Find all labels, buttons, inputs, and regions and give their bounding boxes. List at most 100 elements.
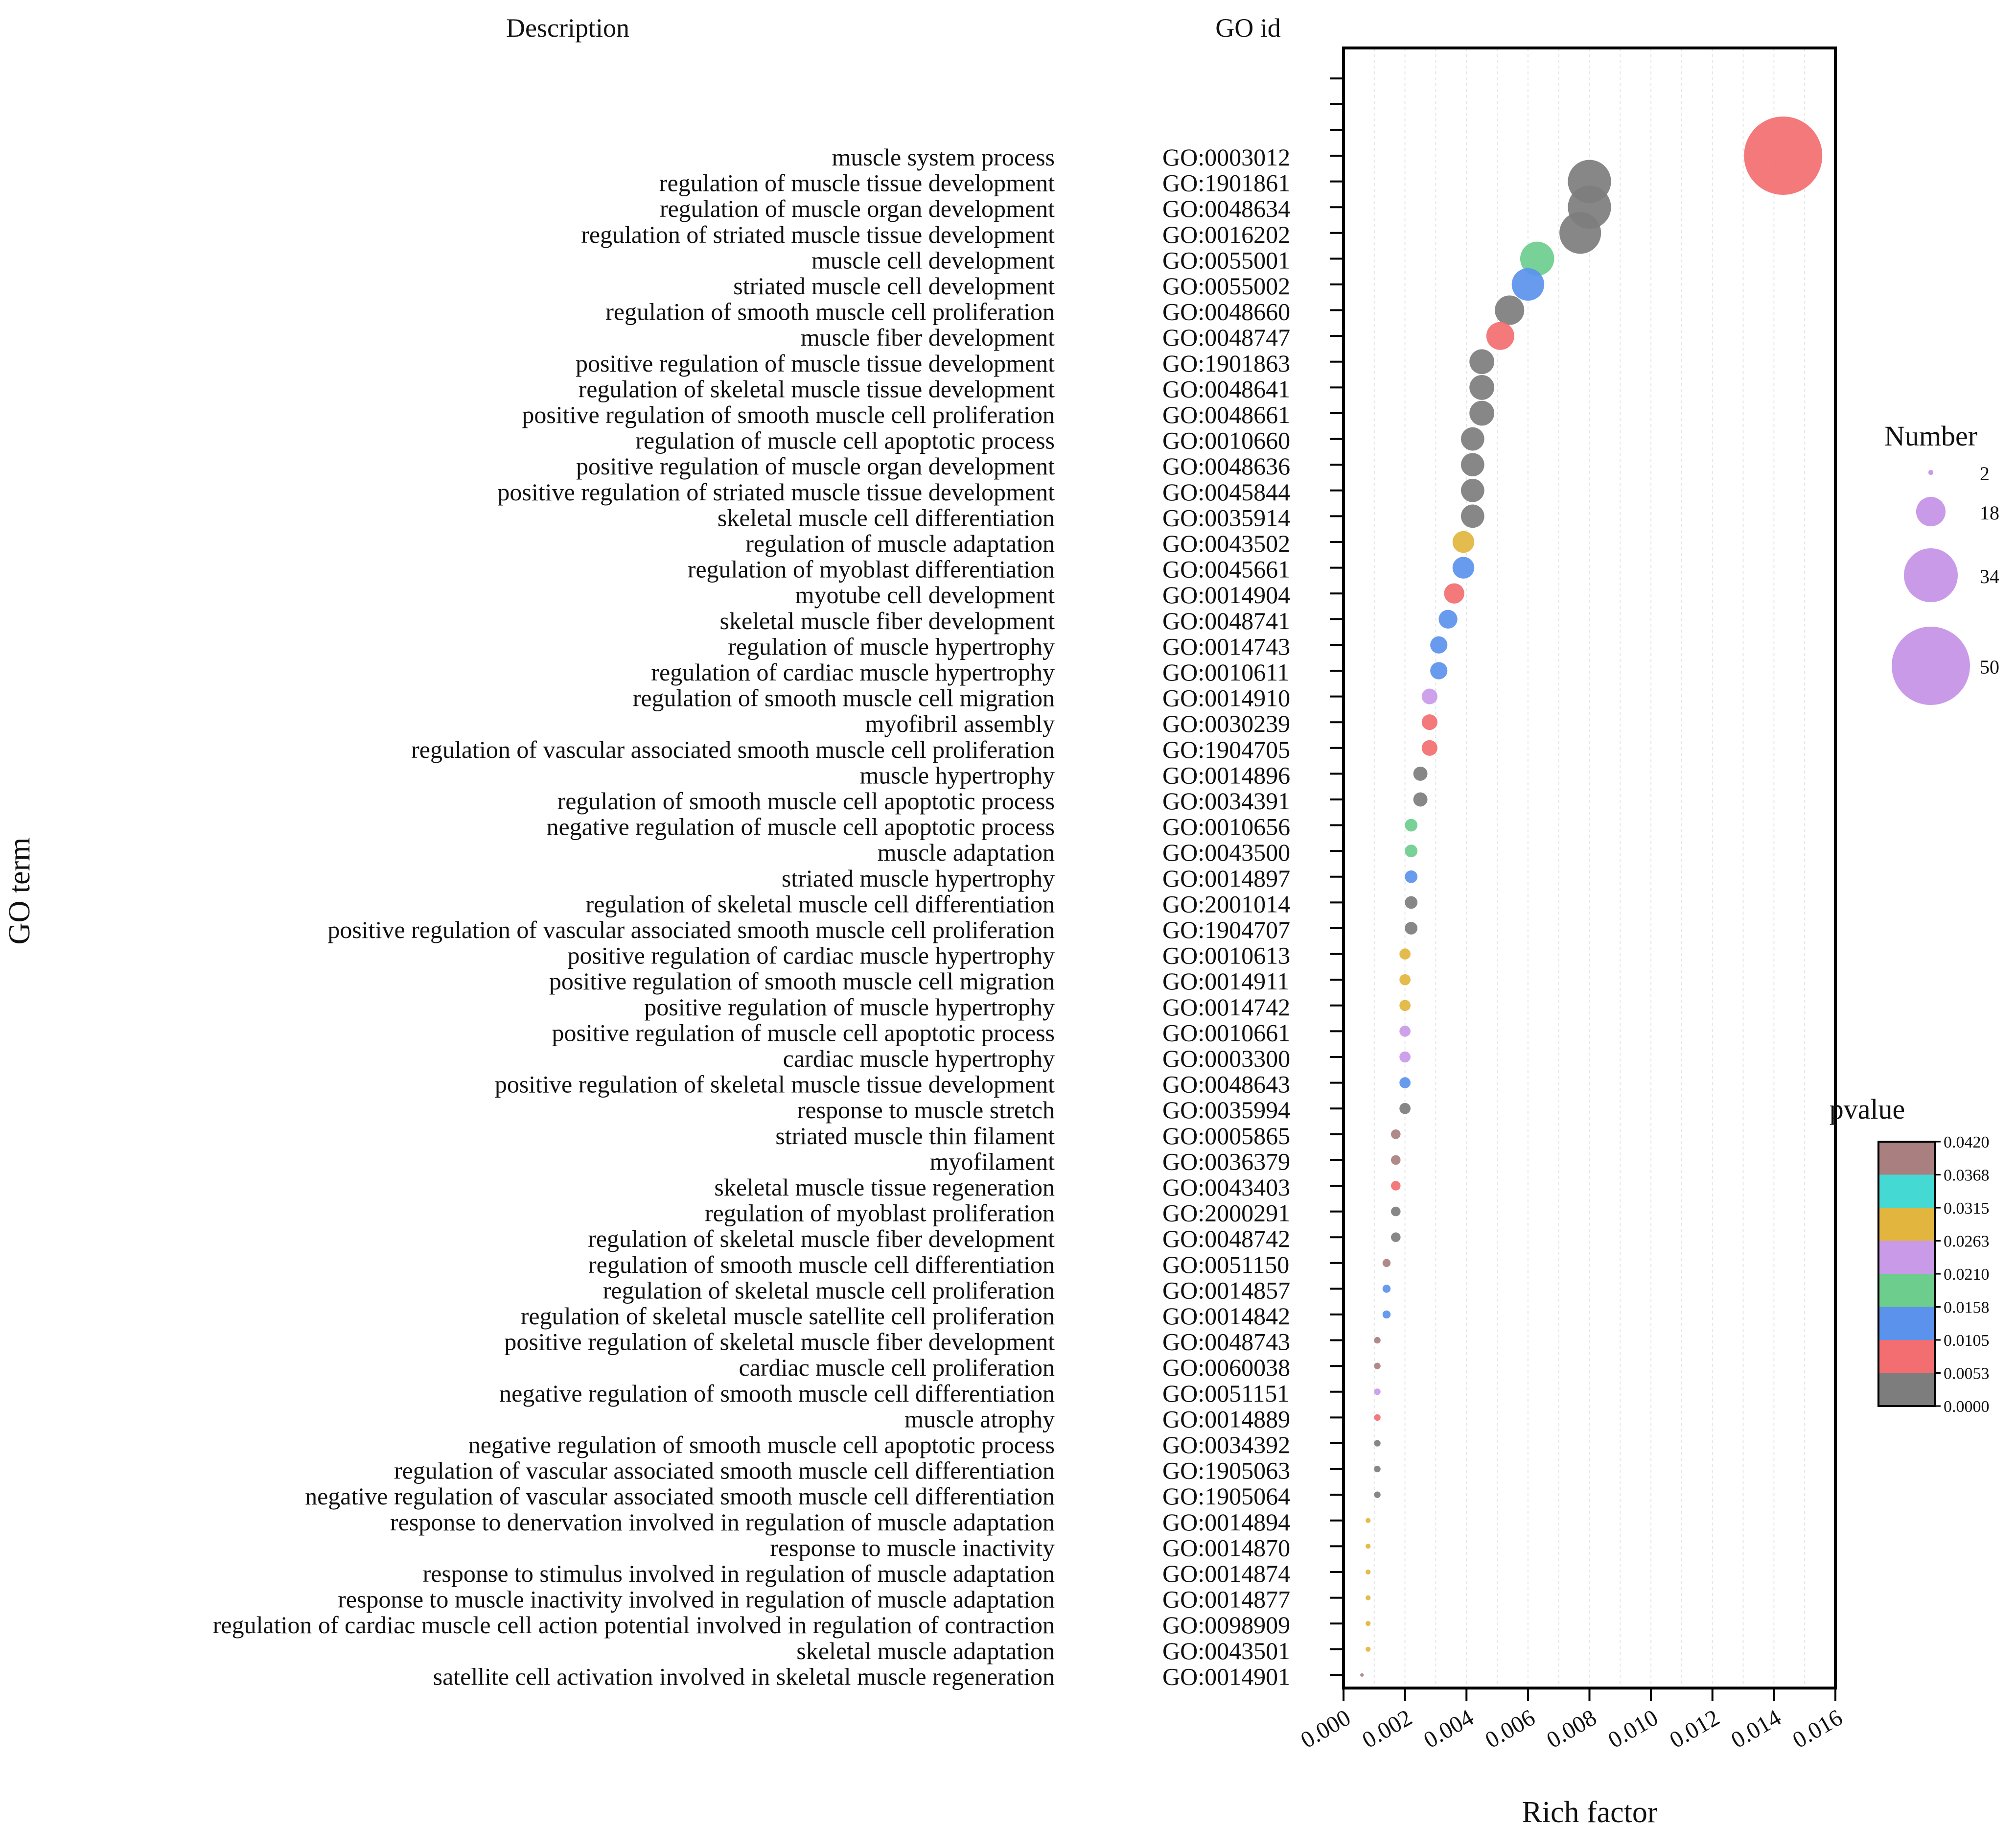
go-term-description: response to muscle stretch [797,1096,1055,1124]
bubble-point [1444,583,1464,604]
go-term-description: regulation of muscle cell apoptotic proc… [635,427,1055,454]
bubble-point [1469,400,1495,426]
go-term-id: GO:0043502 [1162,530,1290,557]
bubble-point [1382,1310,1391,1319]
go-term-id: GO:0010611 [1162,658,1289,686]
bubble-point [1438,610,1458,629]
go-term-description: response to denervation involved in regu… [390,1508,1055,1536]
go-term-id: GO:0030239 [1162,710,1290,737]
go-term-id: GO:0010613 [1162,942,1290,969]
go-term-description: muscle system process [832,143,1055,171]
go-term-id: GO:0014743 [1162,633,1290,660]
go-term-id: GO:0048743 [1162,1328,1290,1356]
go-term-id: GO:0010661 [1162,1019,1290,1046]
x-tick-label: 0.016 [1788,1705,1847,1754]
bubble-point [1399,1103,1411,1114]
go-term-id: GO:0014857 [1162,1276,1290,1304]
bubble-point [1495,295,1525,325]
bubble-point [1421,740,1437,756]
bubble-point [1390,1155,1401,1165]
bubble-point [1399,974,1411,985]
go-term-description: skeletal muscle cell differentiation [718,504,1055,531]
go-term-description: positive regulation of cardiac muscle hy… [567,942,1055,969]
go-term-description: muscle atrophy [904,1405,1055,1432]
go-term-description: satellite cell activation involved in sk… [433,1663,1055,1690]
size-legend-title: Number [1884,420,1977,452]
go-term-id: GO:1905063 [1162,1457,1290,1484]
go-term-description: myotube cell development [795,581,1055,609]
bubble-point [1520,241,1554,276]
bubble-point [1390,1206,1401,1217]
go-term-description: regulation of muscle hypertrophy [728,633,1055,660]
go-term-description: positive regulation of skeletal muscle t… [495,1071,1055,1098]
size-legend-label: 18 [1980,502,1999,524]
x-tick-label: 0.006 [1481,1705,1539,1754]
color-legend-swatch [1878,1208,1935,1241]
go-term-id: GO:0014877 [1162,1586,1290,1613]
size-legend-label: 50 [1980,656,1999,678]
go-term-description: positive regulation of striated muscle t… [497,478,1055,506]
go-term-id: GO:0048741 [1162,607,1290,634]
size-legend-bubble [1928,469,1934,475]
go-term-id: GO:1904707 [1162,916,1290,943]
go-term-id: GO:0043501 [1162,1637,1290,1665]
size-legend-label: 2 [1980,463,1990,485]
go-term-description: response to muscle inactivity [770,1534,1055,1561]
color-legend-label: 0.0053 [1944,1365,1990,1383]
go-term-id: GO:0003300 [1162,1045,1290,1072]
color-legend-label: 0.0368 [1944,1167,1990,1185]
description-column-header: Description [506,13,629,43]
x-axis-ticks: 0.000 0.002 0.004 0.006 0.008 0.010 0.012 0.014… [1296,1688,1847,1754]
bubble-point [1399,1051,1411,1063]
go-term-description: myofilament [930,1148,1055,1175]
size-legend-items: 2 18 34 50 [1892,463,1999,705]
bubble-point [1511,268,1545,301]
go-term-id: GO:0005865 [1162,1122,1290,1150]
go-term-description: cardiac muscle cell proliferation [739,1354,1055,1381]
go-term-id: GO:0014911 [1162,967,1289,995]
go-term-id: GO:0098909 [1162,1611,1290,1639]
bubble-point [1374,1388,1381,1395]
color-legend: pvalue 0.04200.03680.03150.02630.02100.0… [1830,1093,1990,1416]
color-legend-label: 0.0000 [1944,1398,1990,1416]
bubble-point [1430,636,1448,654]
go-term-id: GO:0014874 [1162,1560,1290,1587]
x-tick-label: 0.012 [1665,1705,1724,1754]
go-term-description: regulation of striated muscle tissue dev… [581,221,1055,248]
go-term-id: GO:0048747 [1162,324,1290,351]
bubble-point [1374,1440,1381,1447]
go-term-description: regulation of smooth muscle cell prolife… [605,298,1055,326]
bubble-point [1366,1595,1371,1600]
go-term-description: regulation of cardiac muscle hypertrophy [651,658,1055,686]
bubble-point [1413,792,1428,807]
color-legend-swatch [1878,1174,1935,1208]
go-term-id: GO:0010656 [1162,813,1290,841]
go-term-description: regulation of vascular associated smooth… [411,736,1055,763]
go-term-description: regulation of muscle tissue development [659,169,1055,197]
color-legend-label: 0.0315 [1944,1199,1990,1218]
go-term-description: regulation of skeletal muscle fiber deve… [588,1225,1055,1252]
bubble-point [1382,1285,1391,1293]
x-tick-label: 0.004 [1419,1705,1478,1754]
go-term-id: GO:0048742 [1162,1225,1290,1252]
go-term-id: GO:0034392 [1162,1431,1290,1458]
bubble-point [1399,948,1411,960]
color-legend-label: 0.0210 [1944,1266,1990,1284]
bubble-point [1390,1181,1401,1191]
color-legend-label: 0.0158 [1944,1299,1990,1317]
go-term-id: GO:0060038 [1162,1354,1290,1381]
bubble-point [1399,1077,1411,1088]
bubble-point [1374,1491,1381,1498]
bubble-point [1399,1026,1411,1037]
go-term-id: GO:0014904 [1162,581,1290,609]
color-legend-swatch [1878,1241,1935,1274]
bubble-point [1460,478,1484,502]
go-term-description: positive regulation of smooth muscle cel… [522,401,1055,428]
go-term-id: GO:0035914 [1162,504,1290,531]
grid-lines [1373,48,1806,1688]
go-term-description: muscle adaptation [878,839,1055,866]
y-axis-title: GO term [3,838,36,945]
bubble-point [1452,557,1475,579]
go-term-id: GO:0055001 [1162,246,1290,274]
